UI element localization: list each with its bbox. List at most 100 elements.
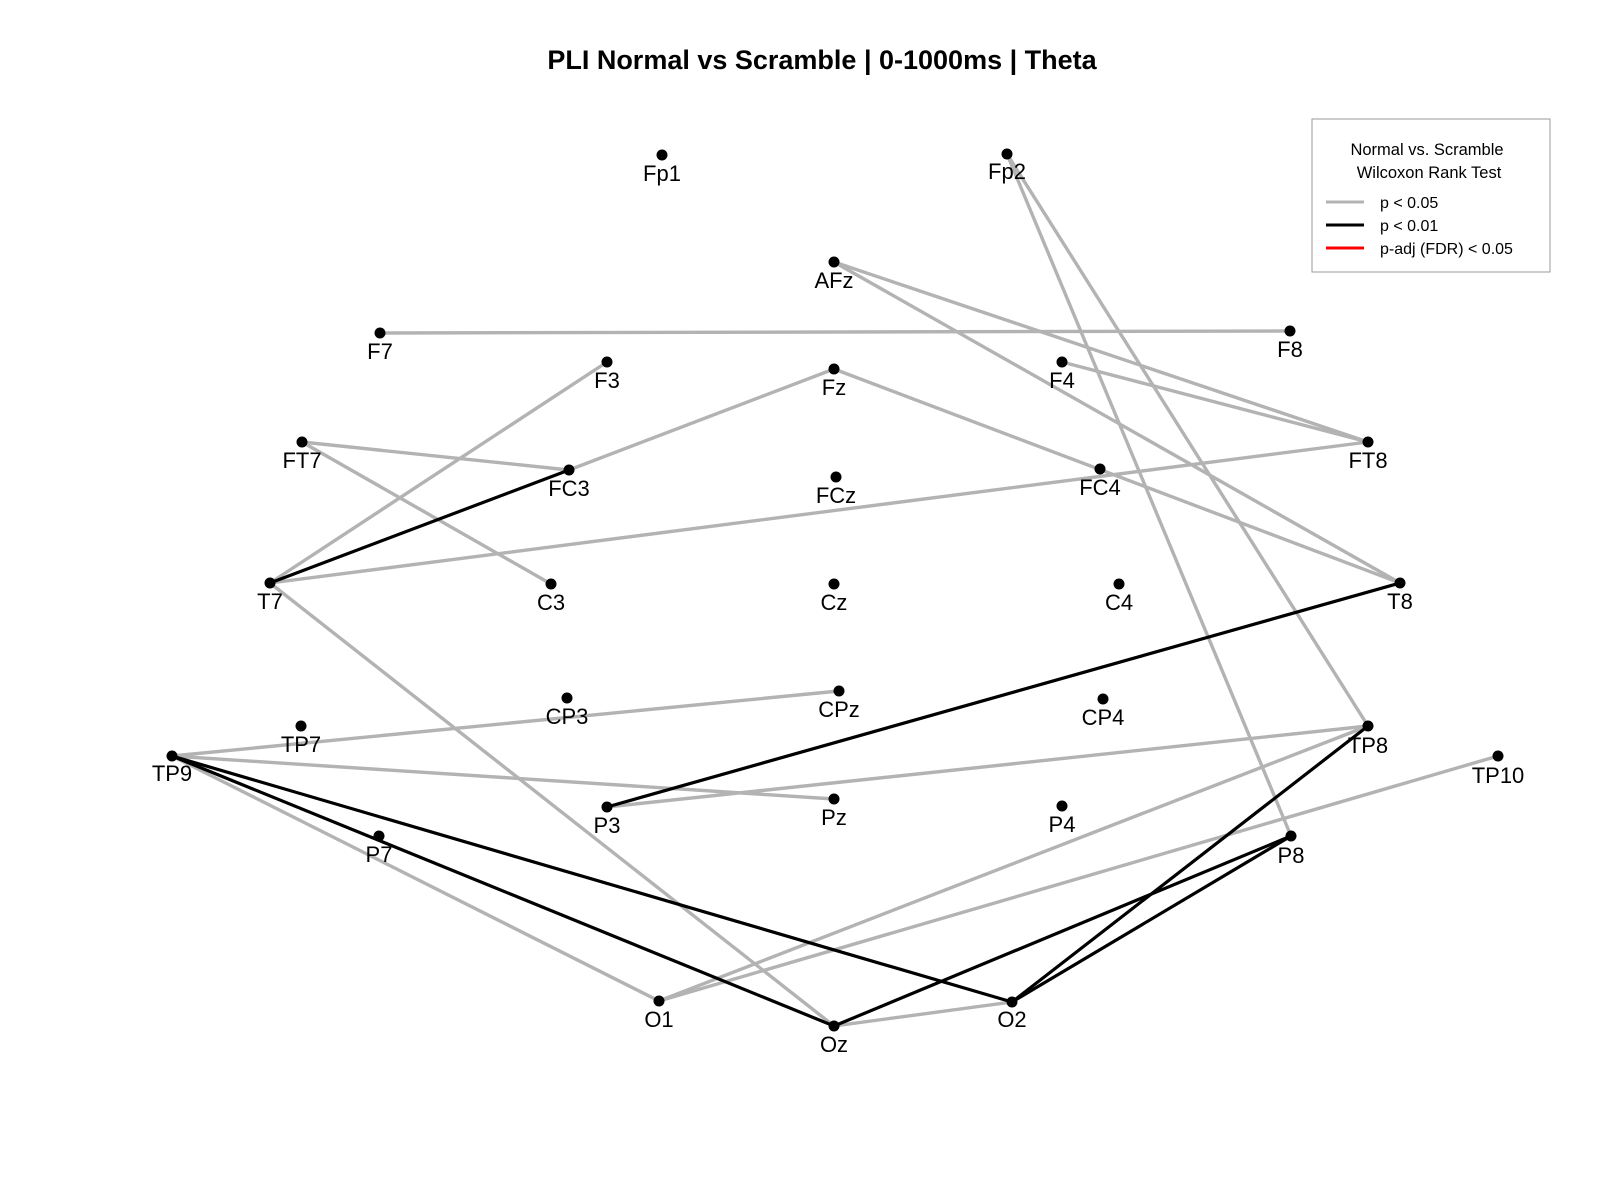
electrode-label-oz: Oz: [820, 1032, 848, 1057]
electrode-dot-fc3: [563, 464, 575, 476]
connection-f3-t7: [268, 360, 609, 585]
electrode-label-o1: O1: [644, 1007, 673, 1032]
electrode-label-ft8: FT8: [1348, 448, 1387, 473]
electrode-cp4: CP4: [1082, 693, 1124, 730]
connection-tp9-oz: [170, 754, 836, 1028]
electrode-fz: Fz: [822, 363, 846, 400]
electrode-label-f7: F7: [367, 339, 393, 364]
electrode-t8: T8: [1387, 577, 1413, 614]
electrode-p3: P3: [594, 801, 620, 838]
electrode-label-ft7: FT7: [282, 448, 321, 473]
electrode-dot-tp9: [166, 750, 178, 762]
electrode-dot-p7: [373, 830, 385, 842]
electrode-dot-ft7: [296, 436, 308, 448]
electrode-dot-afz: [828, 256, 840, 268]
electrode-dot-ft8: [1362, 436, 1374, 448]
electrode-dot-c4: [1113, 578, 1125, 590]
electrode-nodes: Fp1 Fp2 AFz F7 F8 F3 Fz F4 FT7 FC3 FCz FC4 FT8 T7 C3 Cz…: [152, 148, 1524, 1057]
electrode-fcz: FCz: [816, 471, 856, 508]
electrode-tp9: TP9: [152, 750, 192, 786]
electrode-dot-tp7: [295, 720, 307, 732]
electrode-fp1: Fp1: [643, 149, 681, 186]
electrode-dot-t8: [1394, 577, 1406, 589]
electrode-cp3: CP3: [546, 692, 588, 729]
connection-o2-tp8: [1010, 724, 1370, 1004]
electrode-label-cpz: CPz: [818, 697, 860, 722]
electrode-label-f4: F4: [1049, 368, 1075, 393]
electrode-cpz: CPz: [818, 685, 860, 722]
electrode-label-f3: F3: [594, 368, 620, 393]
electrode-label-fcz: FCz: [816, 483, 856, 508]
electrode-afz: AFz: [814, 256, 854, 293]
electrode-dot-fp2: [1001, 148, 1013, 160]
electrode-fp2: Fp2: [988, 148, 1026, 184]
electrode-p8: P8: [1278, 830, 1304, 868]
electrode-dot-f7: [374, 327, 386, 339]
electrode-dot-o2: [1006, 996, 1018, 1008]
electrode-pz: Pz: [821, 793, 847, 830]
connection-o1-tp10: [657, 754, 1500, 1003]
legend-title-line1: Normal vs. Scramble: [1350, 141, 1503, 159]
connection-p3-t8: [605, 581, 1402, 809]
connection-lines: [170, 152, 1500, 1028]
electrode-label-t7: T7: [257, 589, 283, 614]
electrode-tp10: TP10: [1472, 750, 1524, 788]
connection-o2-p8: [1010, 834, 1293, 1004]
connection-tp9-pz: [170, 754, 836, 801]
connection-fz-t8: [832, 367, 1402, 585]
electrode-dot-p3: [601, 801, 613, 813]
legend-title-line2: Wilcoxon Rank Test: [1357, 164, 1502, 182]
electrode-fc4: FC4: [1079, 463, 1121, 500]
electrode-label-cz: Cz: [821, 590, 848, 615]
connection-t7-fc3: [268, 468, 571, 585]
connection-tp9-o2: [170, 754, 1014, 1004]
electrode-dot-pz: [828, 793, 840, 805]
electrode-label-fc4: FC4: [1079, 475, 1121, 500]
electrode-dot-c3: [545, 578, 557, 590]
legend-label-p05: p < 0.05: [1380, 195, 1438, 212]
electrode-dot-cp4: [1097, 693, 1109, 705]
electrode-f8: F8: [1277, 325, 1303, 362]
connection-f7-f8: [378, 329, 1292, 335]
connection-afz-ft8: [832, 260, 1370, 444]
electrode-label-p4: P4: [1049, 812, 1076, 837]
electrode-dot-f3: [601, 356, 613, 368]
connection-p3-tp8: [605, 724, 1370, 809]
electrode-label-pz: Pz: [821, 805, 847, 830]
electrode-ft8: FT8: [1348, 436, 1388, 473]
electrode-label-fp1: Fp1: [643, 161, 681, 186]
electrode-o1: O1: [644, 995, 674, 1032]
connection-f4-ft8: [1060, 360, 1370, 444]
electrode-dot-fc4: [1094, 463, 1106, 475]
electrode-label-fz: Fz: [822, 375, 846, 400]
electrode-dot-fp1: [656, 149, 668, 161]
connection-oz-p8: [832, 834, 1293, 1028]
electrode-label-fc3: FC3: [548, 476, 590, 501]
electrode-label-f8: F8: [1277, 337, 1303, 362]
electrode-oz: Oz: [820, 1020, 848, 1057]
electrode-f3: F3: [594, 356, 620, 393]
electrode-dot-oz: [828, 1020, 840, 1032]
legend-label-fdr: p-adj (FDR) < 0.05: [1380, 241, 1513, 258]
electrode-fc3: FC3: [548, 464, 590, 501]
electrode-ft7: FT7: [282, 436, 322, 473]
electrode-label-afz: AFz: [814, 268, 853, 293]
legend-label-p01: p < 0.01: [1380, 218, 1438, 235]
electrode-label-o2: O2: [997, 1007, 1026, 1032]
electrode-p4: P4: [1049, 800, 1076, 837]
electrode-cz: Cz: [821, 578, 848, 615]
electrode-o2: O2: [997, 996, 1027, 1032]
electrode-dot-f8: [1284, 325, 1296, 337]
connection-oz-o2: [832, 1000, 1014, 1028]
electrode-c4: C4: [1105, 578, 1133, 615]
electrode-dot-t7: [264, 577, 276, 589]
connection-ft7-c3: [300, 440, 553, 586]
electrode-c3: C3: [537, 578, 565, 615]
electrode-dot-p4: [1056, 800, 1068, 812]
electrode-f7: F7: [367, 327, 393, 364]
connection-fp2-tp8: [1005, 152, 1370, 728]
electrode-dot-cpz: [833, 685, 845, 697]
electrode-dot-o1: [653, 995, 665, 1007]
connection-ft7-fc3: [300, 440, 571, 472]
